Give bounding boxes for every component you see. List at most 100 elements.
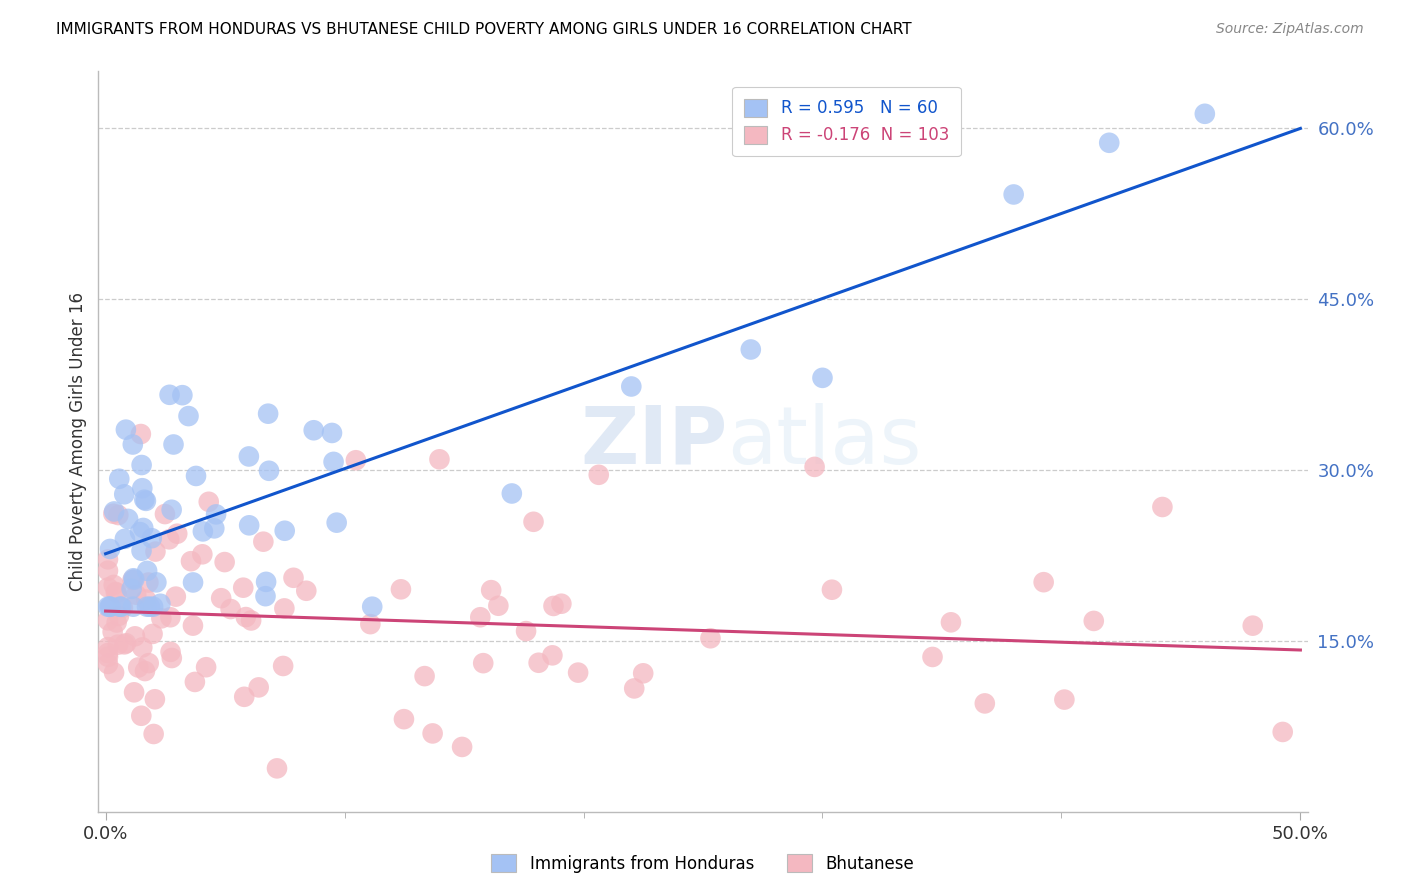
Point: [112, 487, 135, 501]
Point: [257, 464, 280, 478]
Point: [344, 453, 367, 467]
Point: [180, 554, 202, 568]
Point: [121, 573, 143, 587]
Point: [101, 624, 124, 639]
Point: [233, 690, 256, 704]
Point: [150, 611, 173, 625]
Point: [105, 586, 128, 600]
Point: [134, 492, 156, 507]
Point: [1271, 725, 1294, 739]
Point: [165, 590, 187, 604]
Point: [257, 407, 280, 421]
Point: [97, 581, 120, 595]
Point: [501, 486, 523, 500]
Legend: R = 0.595   N = 60, R = -0.176  N = 103: R = 0.595 N = 60, R = -0.176 N = 103: [733, 87, 960, 156]
Point: [108, 608, 131, 623]
Point: [1369, 670, 1392, 684]
Point: [238, 450, 260, 464]
Point: [107, 508, 129, 522]
Point: [235, 610, 257, 624]
Point: [273, 524, 295, 538]
Point: [142, 727, 165, 741]
Point: [939, 615, 962, 630]
Point: [104, 585, 127, 599]
Point: [219, 602, 242, 616]
Point: [283, 571, 305, 585]
Point: [159, 610, 181, 624]
Point: [631, 666, 654, 681]
Point: [97, 613, 120, 627]
Point: [1194, 107, 1216, 121]
Point: [157, 533, 180, 547]
Point: [97, 657, 120, 671]
Point: [1053, 692, 1076, 706]
Point: [181, 618, 204, 632]
Point: [127, 660, 149, 674]
Point: [451, 739, 474, 754]
Point: [122, 573, 145, 587]
Point: [184, 469, 207, 483]
Point: [181, 575, 204, 590]
Point: [121, 582, 143, 596]
Point: [232, 581, 254, 595]
Point: [125, 588, 148, 602]
Point: [111, 600, 134, 615]
Point: [359, 617, 381, 632]
Point: [699, 632, 721, 646]
Point: [209, 591, 232, 606]
Point: [108, 472, 131, 486]
Point: [97, 646, 120, 660]
Point: [191, 524, 214, 539]
Point: [97, 640, 120, 654]
Point: [105, 615, 128, 630]
Point: [811, 371, 834, 385]
Point: [145, 544, 167, 558]
Point: [138, 575, 160, 590]
Point: [1083, 614, 1105, 628]
Point: [112, 637, 135, 651]
Point: [142, 599, 165, 614]
Text: Source: ZipAtlas.com: Source: ZipAtlas.com: [1216, 22, 1364, 37]
Point: [240, 614, 263, 628]
Point: [740, 343, 762, 357]
Point: [214, 555, 236, 569]
Point: [1002, 187, 1025, 202]
Point: [620, 379, 643, 393]
Point: [131, 543, 153, 558]
Point: [131, 708, 153, 723]
Text: ZIP: ZIP: [579, 402, 727, 481]
Point: [160, 502, 183, 516]
Point: [541, 648, 564, 663]
Point: [271, 659, 294, 673]
Point: [166, 526, 188, 541]
Point: [98, 541, 121, 556]
Point: [110, 599, 132, 614]
Point: [1152, 500, 1174, 514]
Point: [97, 599, 120, 614]
Point: [162, 437, 184, 451]
Point: [543, 599, 565, 613]
Point: [121, 437, 143, 451]
Point: [97, 564, 120, 578]
Point: [129, 525, 152, 540]
Point: [145, 575, 167, 590]
Point: [515, 624, 537, 639]
Point: [153, 507, 176, 521]
Point: [195, 660, 218, 674]
Point: [1374, 740, 1396, 755]
Point: [322, 455, 344, 469]
Y-axis label: Child Poverty Among Girls Under 16: Child Poverty Among Girls Under 16: [69, 292, 87, 591]
Point: [132, 521, 155, 535]
Point: [122, 571, 145, 585]
Point: [131, 640, 153, 655]
Point: [103, 504, 125, 518]
Point: [567, 665, 589, 680]
Point: [821, 582, 844, 597]
Point: [247, 681, 270, 695]
Point: [97, 649, 120, 664]
Point: [973, 697, 995, 711]
Point: [623, 681, 645, 696]
Point: [550, 597, 572, 611]
Point: [143, 692, 166, 706]
Point: [149, 597, 172, 611]
